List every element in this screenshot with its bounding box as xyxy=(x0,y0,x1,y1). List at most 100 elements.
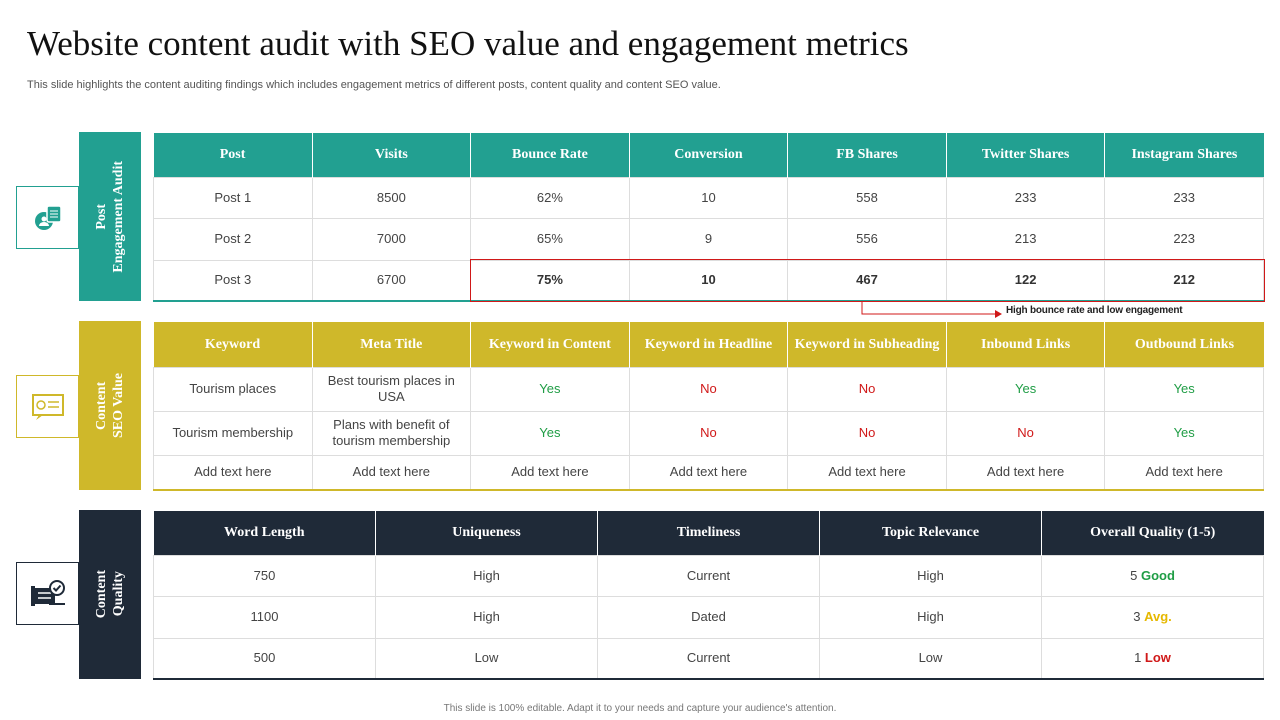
icon-box xyxy=(16,562,79,625)
cell: 62% xyxy=(470,176,630,219)
cell: Add text here xyxy=(787,454,947,491)
label-line: Quality xyxy=(111,571,126,618)
label-line: Post xyxy=(94,203,109,230)
row: 1100 High Dated High 3 Avg. xyxy=(153,595,1264,639)
header: Outbound Links xyxy=(1104,322,1264,367)
highlight-box xyxy=(470,259,1265,302)
header: Instagram Shares xyxy=(1104,133,1264,177)
cell: 556 xyxy=(787,217,947,261)
row: 500 Low Current Low 1 Low xyxy=(153,637,1264,680)
cell: 467 xyxy=(787,259,947,302)
icon-box xyxy=(16,186,79,249)
cell: 750 xyxy=(153,554,376,597)
quality-table: Word Length Uniqueness Timeliness Topic Rel… xyxy=(153,511,1264,680)
cell: Add text here xyxy=(470,454,630,491)
section-label: Content SEO Value xyxy=(79,321,141,490)
cell: Post 1 xyxy=(153,176,313,219)
title: Website content audit with SEO value and… xyxy=(27,24,909,63)
cell: 212 xyxy=(1104,259,1264,302)
header: FB Shares xyxy=(787,133,947,177)
cell: 233 xyxy=(1104,176,1264,219)
row: 750 High Current High 5 Good xyxy=(153,554,1264,597)
icon xyxy=(34,204,62,230)
section-label: Content Quality xyxy=(79,510,141,679)
header: Twitter Shares xyxy=(945,133,1105,177)
cell: 558 xyxy=(787,176,947,219)
header-row: Post Visits Bounce Rate Conversion FB Shares… xyxy=(153,133,1264,177)
header: Meta Title xyxy=(311,322,471,367)
cell: High xyxy=(819,554,1042,597)
row: Post 3 6700 75% 10 467 122 212 xyxy=(153,259,1264,302)
cell: 500 xyxy=(153,637,376,680)
cell: Add text here xyxy=(153,454,313,491)
icon xyxy=(31,393,64,420)
header: Topic Relevance xyxy=(819,511,1042,555)
header-row: Word Length Uniqueness Timeliness Topic Rel… xyxy=(153,511,1264,555)
cell: Yes xyxy=(1104,410,1264,456)
cell: Post 3 xyxy=(153,259,313,302)
annotation: High bounce rate and low engagement xyxy=(1006,305,1183,316)
header: Uniqueness xyxy=(375,511,598,555)
header: Bounce Rate xyxy=(470,133,630,177)
cell: Post 2 xyxy=(153,217,313,261)
cell: Add text here xyxy=(311,454,472,491)
header: Visits xyxy=(311,133,471,177)
cell: 10 xyxy=(628,176,789,219)
cell: 10 xyxy=(628,259,789,302)
rating: Avg. xyxy=(1144,609,1172,624)
header-row: Keyword Meta Title Keyword in Content Keywo… xyxy=(153,322,1264,367)
header: Post xyxy=(153,133,313,177)
score: 3 xyxy=(1133,609,1141,624)
header: Inbound Links xyxy=(945,322,1105,367)
icon xyxy=(30,579,65,606)
cell: No xyxy=(787,410,947,456)
cell: No xyxy=(945,410,1106,456)
seo-table: Keyword Meta Title Keyword in Content Keywo… xyxy=(153,322,1264,491)
label-line: Content xyxy=(94,381,109,430)
cell: Current xyxy=(597,637,820,680)
label-line: Content xyxy=(94,570,109,619)
cell: Add text here xyxy=(945,454,1106,491)
cell: High xyxy=(375,595,598,639)
cell: 7000 xyxy=(311,217,472,261)
header: Timeliness xyxy=(597,511,820,555)
cell: 1100 xyxy=(153,595,376,639)
cell: Low xyxy=(819,637,1042,680)
cell: Yes xyxy=(1104,366,1264,412)
row: Tourism places Best tourism places in USA… xyxy=(153,366,1264,412)
subtitle: This slide highlights the content auditi… xyxy=(27,79,721,91)
rating: Good xyxy=(1140,567,1175,583)
row: Tourism membership Plans with benefit of … xyxy=(153,410,1264,456)
cell: Current xyxy=(597,554,820,597)
cell: 122 xyxy=(945,259,1106,302)
cell: Dated xyxy=(597,595,820,639)
cell: 9 xyxy=(628,217,789,261)
cell: Tourism membership xyxy=(153,410,313,456)
cell: 223 xyxy=(1104,217,1264,261)
cell: High xyxy=(375,554,598,597)
score: 1 xyxy=(1134,650,1142,666)
cell: Add text here xyxy=(628,454,789,491)
row: Post 2 7000 65% 9 556 213 223 xyxy=(153,217,1264,261)
header: Keyword in Content xyxy=(470,322,630,367)
rating: Low xyxy=(1144,650,1171,666)
section-label: Post Engagement Audit xyxy=(79,132,141,301)
cell: No xyxy=(628,410,789,456)
cell: 65% xyxy=(470,217,630,261)
header: Keyword in Subheading xyxy=(787,322,947,367)
cell: Tourism places xyxy=(153,366,313,412)
cell: 8500 xyxy=(311,176,472,219)
cell: No xyxy=(787,366,947,412)
score: 5 xyxy=(1130,567,1138,583)
cell: Add text here xyxy=(1104,454,1264,491)
engagement-table: Post Visits Bounce Rate Conversion FB Shares… xyxy=(153,133,1264,302)
cell: Yes xyxy=(470,410,630,456)
cell: Yes xyxy=(945,366,1106,412)
cell: 233 xyxy=(945,176,1106,219)
cell: 6700 xyxy=(311,259,472,302)
row: Add text here Add text here Add text here A… xyxy=(153,454,1264,491)
cell: Best tourism places in USA xyxy=(311,366,472,412)
annotation-arrow xyxy=(861,301,1002,318)
cell: No xyxy=(628,366,789,412)
cell: High xyxy=(819,595,1042,639)
